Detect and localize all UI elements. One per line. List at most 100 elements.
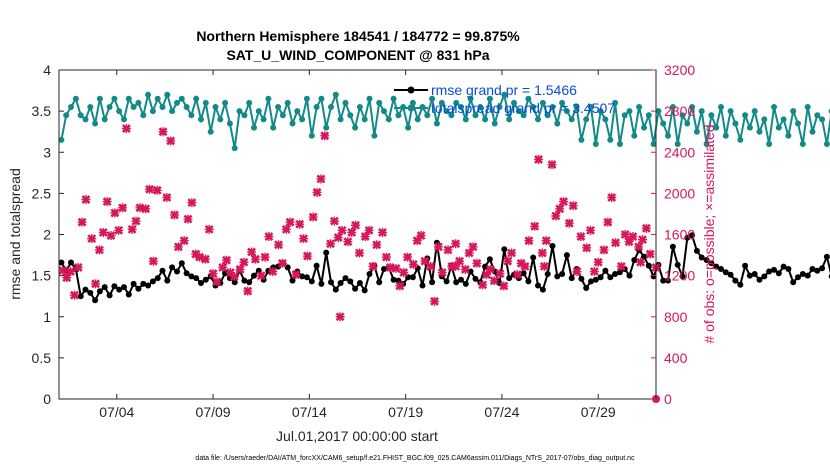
data-point-rmse [607,274,614,281]
right-tick-label: 400 [664,350,688,366]
data-point-rmse [583,285,590,291]
data-point-rmse [578,275,585,282]
data-point-totalspread [106,104,113,110]
data-point-totalspread [506,116,513,123]
data-point-rmse [775,270,782,277]
data-point-totalspread [520,112,527,119]
obs-marker [645,249,655,259]
data-point-totalspread [612,99,619,106]
obs-marker [127,224,137,234]
obs-marker [572,267,582,277]
data-point-rmse [472,275,479,282]
obs-marker [576,232,586,242]
data-point-totalspread [530,104,537,110]
data-point-rmse [87,289,94,296]
x-tick-label: 07/24 [484,404,519,420]
obs-marker [530,221,540,231]
data-point-totalspread [188,112,195,119]
data-point-rmse [756,276,763,283]
data-point-totalspread [135,99,142,106]
data-point-totalspread [535,116,541,123]
data-point-totalspread [795,120,801,127]
data-point-rmse [145,282,152,289]
data-point-rmse [549,243,556,249]
data-point-rmse [68,259,74,266]
data-point-totalspread [573,104,580,110]
obs-marker [247,247,257,257]
data-point-rmse [669,243,676,250]
left-tick-label: 3 [43,144,51,160]
data-point-totalspread [183,104,190,110]
obs-marker [430,296,440,306]
obs-marker [291,270,301,280]
x-tick-label: 07/19 [388,404,423,420]
data-point-totalspread [790,108,797,115]
data-point-totalspread [395,112,402,119]
legend-entry-totalspread: totalspread grand pr = 3.4507 [431,100,615,116]
obs-marker [524,236,534,246]
data-point-rmse [539,286,546,293]
obs-marker [395,281,405,291]
left-tick-label: 2.5 [32,185,52,201]
data-point-rmse [804,272,811,279]
obs-marker [204,224,214,234]
obs-marker [539,261,549,271]
data-point-rmse [689,232,696,239]
obs-marker [485,264,495,274]
obs-marker [559,197,569,207]
data-point-totalspread [433,120,440,127]
data-point-rmse [501,246,508,253]
data-point-totalspread [58,136,65,143]
obs-marker [87,234,97,244]
series-layer [58,90,830,403]
obs-marker [426,261,436,271]
data-point-totalspread [193,95,200,102]
obs-marker [179,236,189,246]
x-axis-label: Jul.01,2017 00:00:00 start [276,428,438,444]
data-point-rmse [82,286,89,293]
data-point-totalspread [87,104,94,110]
data-point-totalspread [693,128,700,135]
right-tick-label: 0 [664,391,672,407]
data-point-totalspread [588,104,594,110]
data-point-rmse [713,263,720,270]
data-point-totalspread [491,120,498,127]
data-point-totalspread [130,104,137,110]
obs-marker [638,235,648,245]
data-point-totalspread [270,124,277,131]
data-point-rmse [506,275,513,282]
left-tick-label: 0 [43,391,51,407]
data-point-rmse [318,280,325,287]
data-point-totalspread [255,108,262,115]
obs-marker [256,271,266,281]
data-point-totalspread [602,116,609,123]
data-point-totalspread [756,128,763,135]
obs-marker [347,227,357,237]
obs-marker [607,192,617,202]
data-point-rmse [790,279,797,286]
obs-marker [520,261,530,271]
data-point-totalspread [409,99,416,106]
data-point-totalspread [279,112,286,119]
data-point-totalspread [737,136,744,143]
data-point-rmse [602,267,609,274]
obs-marker [468,242,478,252]
data-point-totalspread [111,95,118,102]
data-point-totalspread [751,108,758,115]
data-point-totalspread [178,95,185,102]
obs-marker [98,227,108,237]
data-point-rmse [703,257,710,263]
data-point-rmse [164,277,171,284]
obs-marker [183,214,193,224]
data-point-rmse [77,293,84,300]
data-point-totalspread [761,116,768,123]
obs-marker [121,124,131,134]
data-point-totalspread [607,136,614,143]
data-point-totalspread [766,141,773,147]
data-point-rmse [361,287,368,294]
data-point-rmse [727,271,734,278]
data-point-rmse [530,254,537,261]
data-point-rmse [645,262,652,269]
data-point-totalspread [453,99,460,106]
data-point-totalspread [448,112,455,119]
